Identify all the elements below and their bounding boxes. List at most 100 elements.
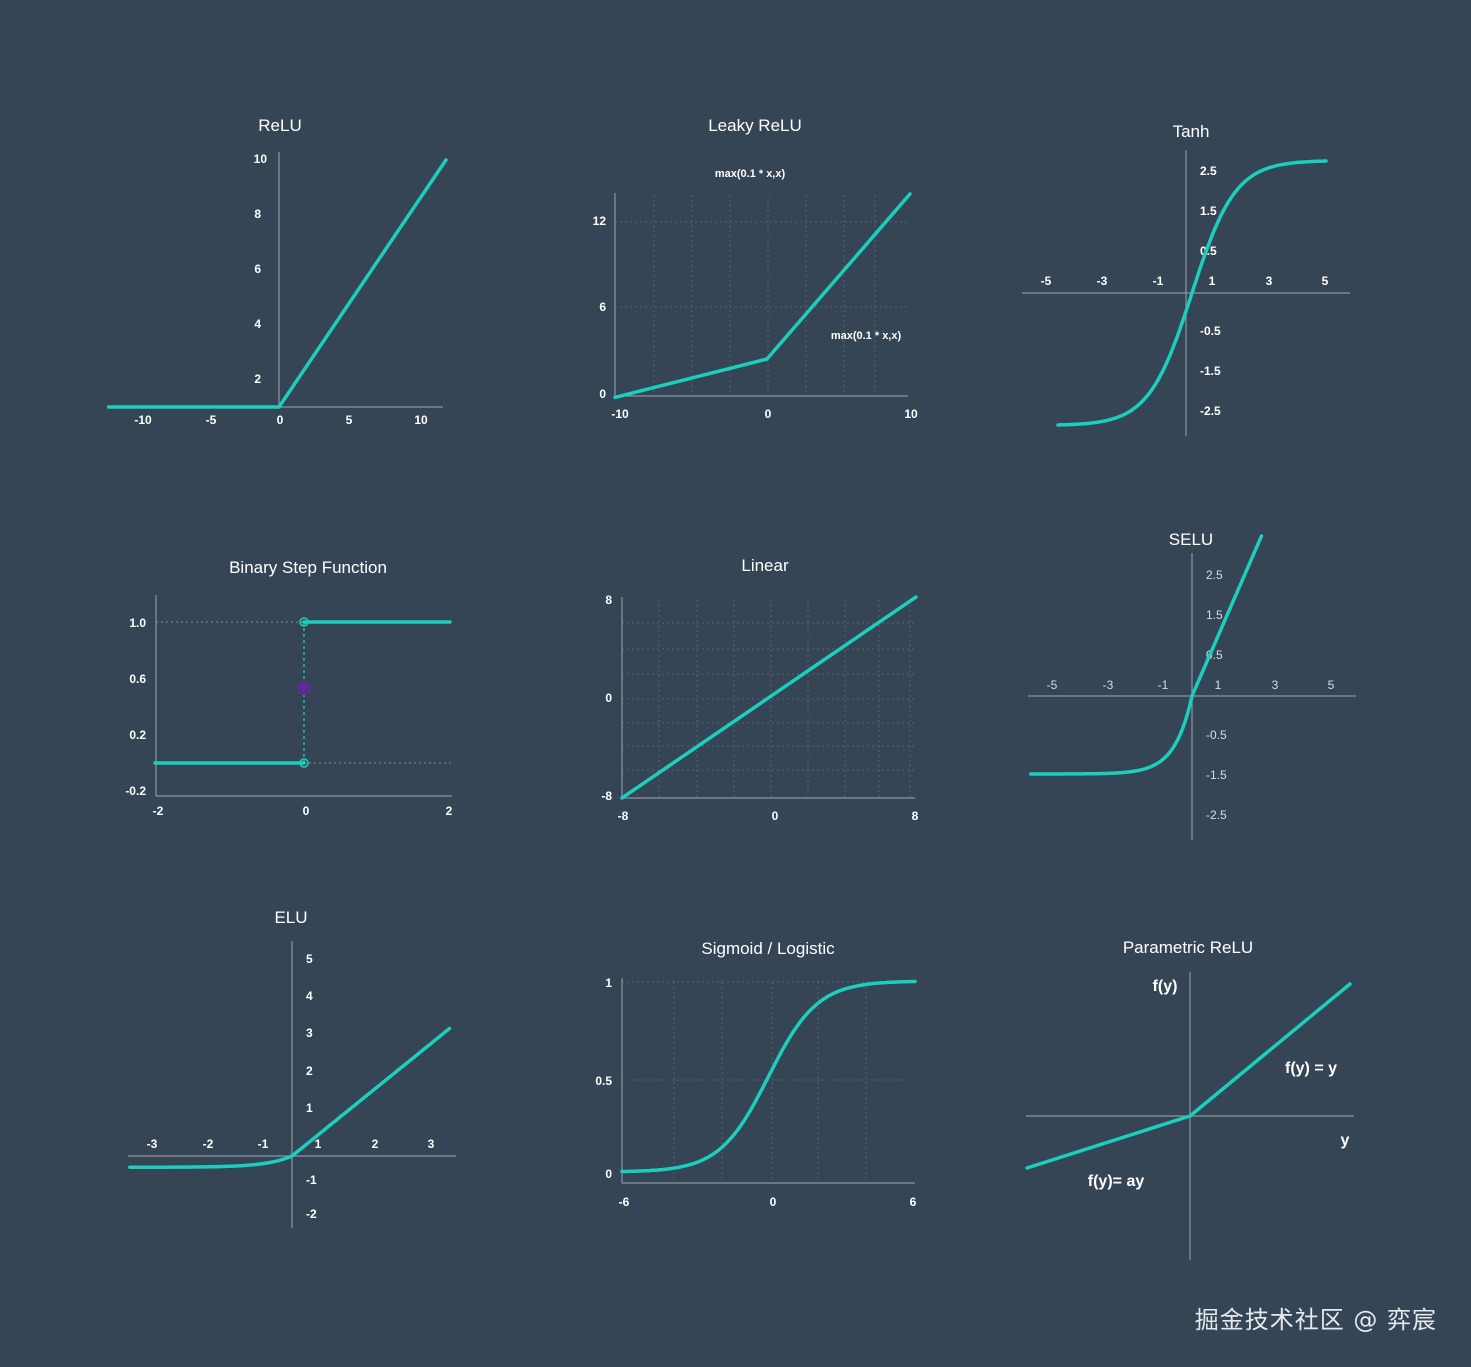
y-tick-label: -0.5: [1206, 728, 1227, 742]
chart-linear: Linear 8 0 -8 -8 0 8: [601, 556, 918, 823]
formula-annotation: max(0.1 * x,x): [715, 168, 786, 180]
y-tick-label: 1: [605, 976, 612, 990]
x-tick-label: -3: [1103, 678, 1114, 692]
y-tick-label: 1.5: [1206, 608, 1223, 622]
x-tick-label: 10: [904, 407, 918, 421]
y-tick-label: 0: [605, 1167, 612, 1181]
y-tick-label: 8: [254, 207, 261, 221]
x-tick-label: 2: [446, 804, 453, 818]
x-tick-label: -1: [1158, 678, 1169, 692]
y-tick-label: 4: [254, 317, 261, 331]
y-tick-label: -0.5: [1200, 324, 1221, 338]
y-tick-label: 6: [254, 262, 261, 276]
chart-binary-step: Binary Step Function 1.0 0.6 0.2 -0.2 -2…: [125, 558, 452, 818]
y-tick-label: 2: [254, 372, 261, 386]
y-tick-label: -2.5: [1200, 404, 1221, 418]
chart-title: Leaky ReLU: [708, 116, 802, 135]
x-tick-label: 5: [346, 413, 353, 427]
y-tick-label: 0.6: [129, 672, 146, 686]
x-tick-label: 5: [1322, 274, 1329, 288]
y-tick-label: 5: [306, 952, 313, 966]
formula-annotation: f(y)= ay: [1088, 1173, 1145, 1190]
chart-elu: ELU -3 -2 -1 1 2 3 5 4 3 2 1 -1 -2: [128, 908, 456, 1228]
y-tick-label: 4: [306, 989, 313, 1003]
x-tick-label: -10: [134, 413, 152, 427]
x-tick-label: 2: [372, 1137, 379, 1151]
x-tick-label: 0: [277, 413, 284, 427]
y-tick-label: 2.5: [1200, 164, 1217, 178]
linear-curve: [620, 595, 918, 800]
x-tick-label: -3: [1097, 274, 1108, 288]
chart-sigmoid: Sigmoid / Logistic 1 0.5 0 -6 0 6: [595, 939, 917, 1209]
chart-title: Parametric ReLU: [1123, 938, 1253, 957]
y-axis-label: f(y): [1153, 978, 1178, 995]
selu-curve: [1029, 534, 1264, 776]
y-tick-label: -1.5: [1200, 364, 1221, 378]
tanh-curve: [1056, 159, 1328, 427]
y-tick-label: 0.2: [129, 728, 146, 742]
x-tick-label: 0: [770, 1195, 777, 1209]
chart-selu: SELU -5 -3 -1 1 3 5 2.5 1.5 0.5 -0.5 -1.…: [1028, 530, 1356, 840]
x-tick-label: 0: [765, 407, 772, 421]
x-tick-label: -5: [1047, 678, 1058, 692]
chart-title: Sigmoid / Logistic: [701, 939, 835, 958]
chart-relu: ReLU -10 -5 0 5 10 2 4 6 8 10: [106, 116, 448, 427]
x-tick-label: 3: [1266, 274, 1273, 288]
grid: [615, 195, 908, 395]
chart-title: ReLU: [258, 116, 301, 135]
y-tick-label: -8: [601, 789, 612, 803]
grid: [622, 981, 915, 1182]
y-tick-label: 10: [254, 152, 268, 166]
chart-title: Linear: [741, 556, 789, 575]
sigmoid-curve: [620, 979, 917, 1174]
y-tick-label: -1.5: [1206, 768, 1227, 782]
x-tick-label: -2: [203, 1137, 214, 1151]
x-tick-label: 8: [912, 809, 919, 823]
chart-title: ELU: [274, 908, 307, 927]
x-tick-label: 1: [1215, 678, 1222, 692]
x-tick-label: -6: [619, 1195, 630, 1209]
x-tick-label: -5: [206, 413, 217, 427]
x-tick-label: 0: [772, 809, 779, 823]
y-tick-label: 8: [605, 593, 612, 607]
y-tick-label: 0: [605, 691, 612, 705]
x-tick-label: -5: [1041, 274, 1052, 288]
x-tick-label: 1: [1209, 274, 1216, 288]
y-tick-label: 6: [599, 300, 606, 314]
y-tick-label: 2: [306, 1064, 313, 1078]
x-tick-label: 6: [910, 1195, 917, 1209]
y-tick-label: 1: [306, 1101, 313, 1115]
relu-curve: [106, 158, 448, 409]
y-tick-label: 12: [593, 214, 607, 228]
chart-tanh: Tanh -5 -3 -1 1 3 5 2.5 1.5 0.5 -0.5 -1.…: [1022, 122, 1350, 436]
x-axis-label: y: [1341, 1132, 1350, 1149]
parametric-relu-curve: [1025, 982, 1352, 1170]
x-tick-label: 1: [315, 1137, 322, 1151]
x-tick-label: -1: [258, 1137, 269, 1151]
formula-annotation: max(0.1 * x,x): [831, 330, 902, 342]
x-tick-label: -3: [147, 1137, 158, 1151]
y-tick-label: 2.5: [1206, 568, 1223, 582]
elu-curve: [128, 1026, 452, 1169]
chart-title: SELU: [1169, 530, 1213, 549]
y-tick-label: 1.0: [129, 616, 146, 630]
y-tick-label: -2: [306, 1207, 317, 1221]
chart-parametric-relu: Parametric ReLU f(y) f(y) = y y f(y)= ay: [1025, 938, 1354, 1260]
y-tick-label: -1: [306, 1173, 317, 1187]
x-tick-label: -8: [618, 809, 629, 823]
y-tick-label: 0: [599, 387, 606, 401]
y-tick-label: -2.5: [1206, 808, 1227, 822]
y-tick-label: 3: [306, 1026, 313, 1040]
watermark: 掘金技术社区 @ 弈宸: [1194, 1306, 1437, 1334]
x-tick-label: 3: [428, 1137, 435, 1151]
chart-title: Tanh: [1173, 122, 1210, 141]
x-tick-label: 0: [303, 804, 310, 818]
x-tick-label: 5: [1328, 678, 1335, 692]
leaky-relu-curve: [613, 192, 912, 400]
x-tick-label: 3: [1272, 678, 1279, 692]
formula-annotation: f(y) = y: [1285, 1060, 1337, 1077]
step-midpoint: [297, 681, 311, 695]
chart-leaky-relu: Leaky ReLU max(0.1 * x,x) 0 6 12 -10 0 1…: [593, 116, 918, 421]
y-tick-label: -0.2: [125, 784, 146, 798]
